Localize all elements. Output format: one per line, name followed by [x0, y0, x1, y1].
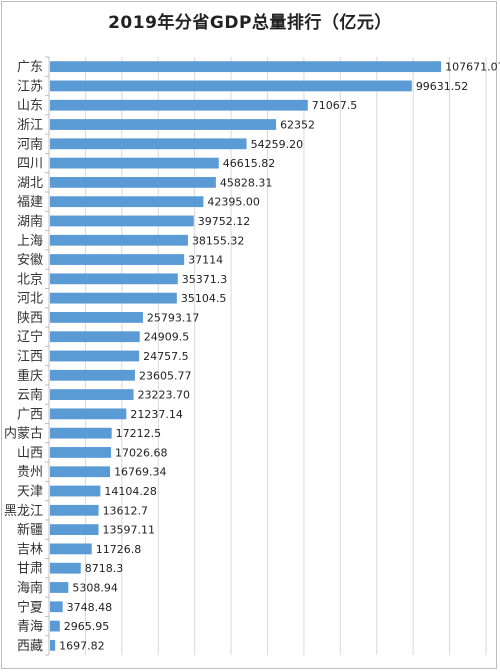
- category-label: 上海: [17, 234, 43, 249]
- data-label: 35371.3: [182, 273, 228, 286]
- data-label: 71067.5: [312, 99, 358, 112]
- bar: [50, 176, 216, 188]
- data-label: 62352: [280, 119, 315, 132]
- category-label: 重庆: [17, 368, 43, 384]
- data-label: 11726.8: [96, 543, 142, 556]
- bar: [50, 408, 127, 420]
- category-label: 山东: [17, 99, 43, 114]
- data-label: 16769.34: [114, 466, 167, 479]
- category-label: 黑龙江: [4, 504, 43, 519]
- data-label: 99631.52: [416, 80, 469, 93]
- bar: [50, 582, 69, 593]
- bar: [50, 119, 277, 130]
- data-label: 24757.5: [143, 350, 189, 363]
- data-label: 23605.77: [139, 369, 192, 382]
- data-label: 17212.5: [116, 427, 162, 440]
- data-label: 17026.68: [115, 446, 168, 459]
- data-label: 107671.07: [445, 61, 500, 74]
- data-label: 46615.82: [223, 157, 276, 170]
- bar: [50, 254, 185, 265]
- bar: [50, 215, 194, 227]
- data-label: 25793.17: [147, 311, 200, 324]
- bar: [50, 427, 112, 439]
- category-label: 青海: [17, 620, 43, 635]
- bar: [50, 138, 247, 150]
- data-label: 21237.14: [130, 408, 183, 421]
- data-label: 2965.95: [64, 620, 110, 633]
- category-label: 四川: [17, 157, 43, 172]
- category-label: 陕西: [17, 311, 43, 326]
- category-label: 内蒙古: [4, 426, 43, 442]
- category-label: 河北: [17, 292, 43, 307]
- chart-title: 2019年分省GDP总量排行（亿元）: [108, 13, 392, 33]
- data-label: 8718.3: [85, 562, 124, 575]
- bar: [50, 639, 56, 651]
- category-label: 江苏: [17, 78, 43, 94]
- bar: [50, 292, 177, 304]
- bar: [50, 504, 99, 516]
- bar: [50, 562, 81, 574]
- bar: [50, 331, 140, 343]
- bar: [50, 99, 308, 111]
- data-label: 39752.12: [198, 215, 251, 228]
- data-label: 13597.11: [103, 524, 156, 537]
- bar: [50, 273, 178, 285]
- category-label: 新疆: [17, 522, 43, 538]
- data-label: 35104.5: [181, 292, 227, 305]
- bar: [50, 61, 442, 73]
- category-label: 天津: [17, 485, 43, 500]
- data-label: 42395.00: [207, 196, 260, 209]
- category-label: 吉林: [17, 542, 43, 557]
- category-label: 安徽: [17, 253, 43, 268]
- data-label: 24909.5: [144, 331, 190, 344]
- bar: [50, 80, 412, 92]
- category-label: 河南: [17, 136, 43, 152]
- bar: [50, 157, 219, 169]
- category-label: 广东: [17, 60, 43, 75]
- bar: [50, 485, 101, 497]
- data-label: 1697.82: [59, 639, 104, 652]
- bar: [50, 312, 143, 323]
- category-label: 北京: [17, 272, 43, 287]
- bar: [50, 447, 112, 458]
- category-label: 宁夏: [17, 599, 43, 615]
- bar: [50, 466, 111, 478]
- category-label: 甘肃: [17, 562, 43, 577]
- bar: [50, 196, 204, 208]
- bar: [50, 369, 135, 381]
- category-label: 浙江: [17, 118, 43, 133]
- bar: [50, 620, 60, 632]
- category-label: 西藏: [17, 639, 43, 654]
- category-label: 湖南: [17, 213, 43, 229]
- category-label: 贵州: [17, 465, 43, 480]
- data-label: 45828.31: [220, 176, 272, 189]
- data-label: 3748.48: [67, 601, 113, 614]
- data-label: 54259.20: [251, 138, 304, 151]
- data-label: 13612.7: [103, 504, 148, 517]
- category-label: 湖北: [17, 176, 43, 191]
- category-label: 山西: [17, 446, 43, 461]
- bar: [50, 389, 134, 400]
- data-label: 23223.70: [138, 389, 191, 402]
- data-label: 5308.94: [72, 581, 118, 594]
- data-label: 38155.32: [192, 234, 245, 247]
- category-label: 云南: [17, 387, 43, 403]
- bar: [50, 234, 188, 246]
- category-label: 江西: [17, 350, 43, 365]
- data-label: 14104.28: [104, 485, 157, 498]
- category-label: 福建: [17, 195, 43, 210]
- category-label: 海南: [17, 580, 43, 596]
- category-label: 辽宁: [17, 329, 43, 345]
- bar: [50, 350, 140, 362]
- data-label: 37114: [188, 254, 223, 267]
- bar: [50, 601, 63, 613]
- bar: [50, 524, 99, 536]
- bar: [50, 543, 92, 555]
- category-label: 广西: [17, 407, 43, 422]
